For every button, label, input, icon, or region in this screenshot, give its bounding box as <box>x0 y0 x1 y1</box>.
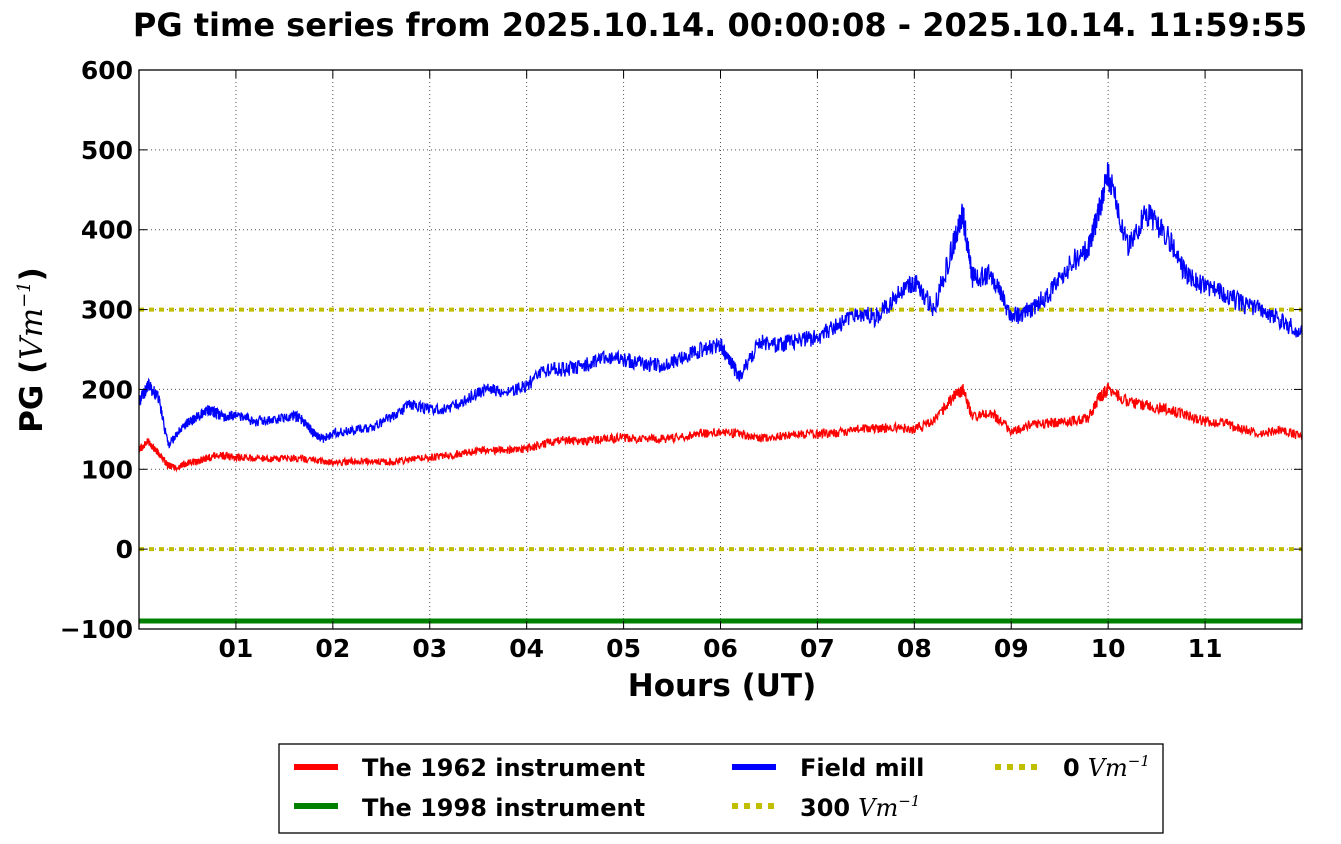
legend: The 1962 instrument The 1998 instrument … <box>278 743 1164 834</box>
plot-lines <box>138 162 1303 624</box>
x-tick-label: 07 <box>800 634 835 663</box>
legend-label-0: 0 Vm−1 <box>1063 752 1150 782</box>
y-tick-label: 0 <box>116 535 133 564</box>
y-axis-label-exponent: −1 <box>14 281 35 308</box>
legend-label-300-unit: Vm <box>858 794 898 822</box>
x-tick-label: 01 <box>219 634 254 663</box>
x-tick-label: 11 <box>1188 634 1223 663</box>
y-tick-label: 600 <box>81 56 133 85</box>
legend-label-300: 300 Vm−1 <box>800 792 920 822</box>
chart-title: PG time series from 2025.10.14. 00:00:08… <box>133 6 1307 44</box>
legend-label-1998: The 1998 instrument <box>362 794 645 822</box>
x-axis-label: Hours (UT) <box>628 668 817 704</box>
y-axis-label-close: ) <box>14 267 50 281</box>
legend-label-0-unit: Vm <box>1088 754 1128 782</box>
y-tick-label: 500 <box>81 136 133 165</box>
series-line-the-1962-instrument <box>138 382 1303 473</box>
legend-label-0-value: 0 <box>1063 754 1080 782</box>
legend-label-1962: The 1962 instrument <box>362 754 645 782</box>
x-tick-label: 04 <box>509 634 544 663</box>
axis-ticks: 01 02 03 04 05 06 07 08 09 10 11 −100 0 100 200 300 400 5… <box>60 56 1302 663</box>
y-axis-label-unit: Vm <box>14 308 50 360</box>
x-tick-label: 09 <box>994 634 1029 663</box>
y-tick-label: 300 <box>81 296 133 325</box>
y-tick-label: 200 <box>81 375 133 404</box>
y-tick-label: 400 <box>81 216 133 245</box>
legend-label-field-mill: Field mill <box>800 754 924 782</box>
x-tick-label: 02 <box>315 634 350 663</box>
legend-label-300-exp: −1 <box>898 792 920 810</box>
y-axis-label-text: PG ( <box>14 360 50 433</box>
x-tick-label: 05 <box>606 634 641 663</box>
series-line-field-mill <box>138 162 1303 449</box>
legend-box <box>278 743 1164 834</box>
y-axis-label: PG (Vm−1) <box>14 267 50 433</box>
legend-label-300-value: 300 <box>800 794 850 822</box>
x-tick-label: 06 <box>703 634 738 663</box>
x-tick-label: 10 <box>1091 634 1126 663</box>
y-tick-label: 100 <box>81 455 133 484</box>
x-tick-label: 08 <box>897 634 932 663</box>
legend-label-0-exp: −1 <box>1128 752 1150 770</box>
y-tick-label: −100 <box>60 615 133 644</box>
x-tick-label: 03 <box>412 634 447 663</box>
